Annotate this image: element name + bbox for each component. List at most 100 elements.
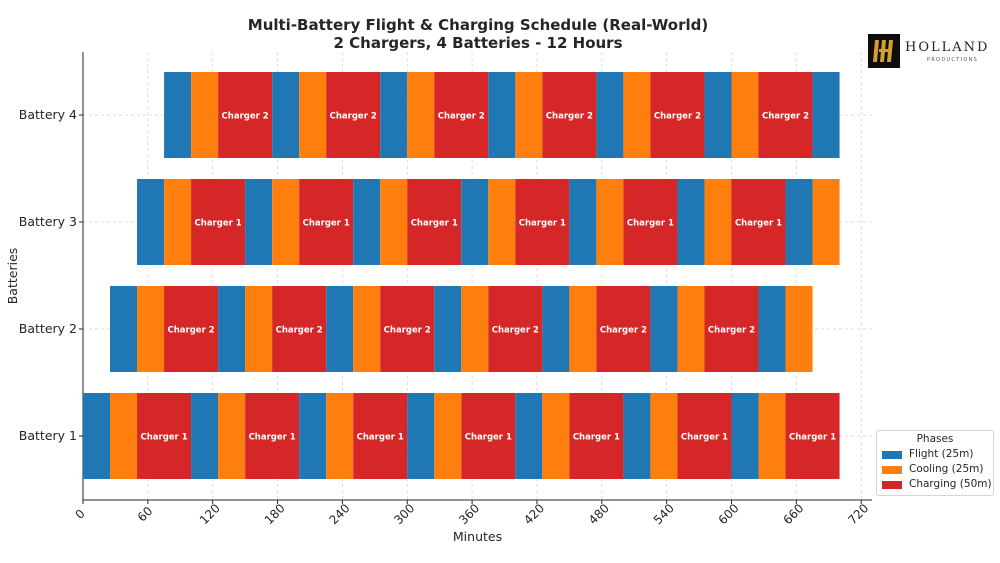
bar-flight bbox=[569, 179, 597, 265]
bar-charging bbox=[299, 179, 354, 265]
bar-charging bbox=[542, 72, 597, 158]
chart-subtitle: 2 Chargers, 4 Batteries - 12 Hours bbox=[333, 34, 623, 52]
bar-flight bbox=[461, 179, 489, 265]
bar-flight bbox=[272, 72, 300, 158]
bar-charging bbox=[758, 72, 813, 158]
logo-wordmark: HOLLAND bbox=[905, 40, 990, 55]
bar-flight bbox=[677, 179, 705, 265]
x-tick-label: 60 bbox=[135, 504, 156, 525]
bar-label: Charger 1 bbox=[681, 433, 728, 443]
bar-cooling bbox=[326, 393, 354, 479]
bar-cooling bbox=[677, 286, 705, 372]
bar-charging bbox=[380, 286, 435, 372]
bar-cooling bbox=[569, 286, 597, 372]
y-tick-label: Battery 4 bbox=[19, 107, 77, 122]
logo-tagline: PRODUCTIONS bbox=[927, 57, 979, 63]
bar-cooling bbox=[191, 72, 219, 158]
x-tick-label: 0 bbox=[73, 507, 88, 522]
bar-flight bbox=[542, 286, 570, 372]
bar-label: Charger 2 bbox=[438, 112, 485, 122]
bar-cooling bbox=[461, 286, 489, 372]
bar-charging bbox=[407, 179, 462, 265]
bar-label: Charger 1 bbox=[411, 219, 458, 229]
legend-swatch-flight bbox=[882, 451, 902, 459]
bar-cooling bbox=[731, 72, 759, 158]
bar-cooling bbox=[353, 286, 381, 372]
legend-title: Phases bbox=[916, 433, 954, 445]
x-tick-label: 480 bbox=[586, 501, 612, 527]
bar-charging bbox=[650, 72, 705, 158]
bar-flight bbox=[596, 72, 624, 158]
x-tick-label: 240 bbox=[327, 501, 353, 527]
bar-charging bbox=[623, 179, 678, 265]
legend-item-charging: Charging (50m) bbox=[882, 478, 992, 492]
bar-charging bbox=[137, 393, 192, 479]
bar-charging bbox=[326, 72, 381, 158]
bar-label: Charger 1 bbox=[357, 433, 404, 443]
holland-logo: HOLLAND PRODUCTIONS bbox=[868, 34, 994, 68]
bar-cooling bbox=[596, 179, 624, 265]
bar-cooling bbox=[515, 72, 543, 158]
x-tick-label: 660 bbox=[780, 501, 806, 527]
bar-charging bbox=[434, 72, 489, 158]
bar-flight bbox=[623, 393, 651, 479]
bar-flight bbox=[137, 179, 165, 265]
bar-label: Charger 2 bbox=[546, 112, 593, 122]
bar-charging bbox=[569, 393, 624, 479]
chart-legend: Phases Flight (25m) Cooling (25m) Chargi… bbox=[876, 430, 994, 496]
bar-flight bbox=[704, 72, 732, 158]
bar-flight bbox=[245, 179, 273, 265]
x-tick-label: 420 bbox=[521, 501, 547, 527]
bar-cooling bbox=[164, 179, 192, 265]
bar-charging bbox=[677, 393, 732, 479]
y-axis-title: Batteries bbox=[5, 248, 20, 305]
bar-cooling bbox=[434, 393, 462, 479]
bar-flight bbox=[758, 286, 786, 372]
bar-cooling bbox=[704, 179, 732, 265]
bar-label: Charger 1 bbox=[465, 433, 512, 443]
logo-mark-icon bbox=[868, 34, 900, 68]
bar-cooling bbox=[758, 393, 786, 479]
bar-label: Charger 2 bbox=[222, 112, 269, 122]
bar-charging bbox=[596, 286, 651, 372]
bar-cooling bbox=[542, 393, 570, 479]
bar-cooling bbox=[299, 72, 327, 158]
x-tick-label: 720 bbox=[845, 501, 871, 527]
bar-cooling bbox=[110, 393, 138, 479]
legend-swatch-charging bbox=[882, 481, 902, 489]
bar-charging bbox=[785, 393, 840, 479]
y-tick-label: Battery 2 bbox=[19, 321, 77, 336]
x-tick-label: 180 bbox=[262, 501, 288, 527]
bar-cooling bbox=[137, 286, 165, 372]
bar-flight bbox=[731, 393, 759, 479]
bar-flight bbox=[407, 393, 435, 479]
bar-charging bbox=[218, 72, 273, 158]
bar-label: Charger 1 bbox=[249, 433, 296, 443]
x-tick-label: 360 bbox=[456, 501, 482, 527]
bar-flight bbox=[326, 286, 354, 372]
bar-label: Charger 2 bbox=[708, 326, 755, 336]
bar-flight bbox=[785, 179, 813, 265]
legend-item-flight: Flight (25m) bbox=[882, 448, 992, 462]
bar-label: Charger 1 bbox=[573, 433, 620, 443]
bar-cooling bbox=[407, 72, 435, 158]
bar-charging bbox=[515, 179, 570, 265]
bar-flight bbox=[191, 393, 219, 479]
x-axis-title: Minutes bbox=[453, 529, 502, 544]
bar-label: Charger 2 bbox=[492, 326, 539, 336]
bar-flight bbox=[515, 393, 543, 479]
legend-label-charging: Charging (50m) bbox=[909, 478, 992, 490]
legend-swatch-cooling bbox=[882, 466, 902, 474]
bar-cooling bbox=[380, 179, 408, 265]
bar-label: Charger 2 bbox=[276, 326, 323, 336]
bar-label: Charger 2 bbox=[600, 326, 647, 336]
bar-charging bbox=[731, 179, 786, 265]
bar-charging bbox=[245, 393, 300, 479]
legend-item-cooling: Cooling (25m) bbox=[882, 463, 992, 477]
bar-flight bbox=[380, 72, 408, 158]
bar-label: Charger 2 bbox=[384, 326, 431, 336]
bar-flight bbox=[812, 72, 840, 158]
bar-label: Charger 1 bbox=[735, 219, 782, 229]
